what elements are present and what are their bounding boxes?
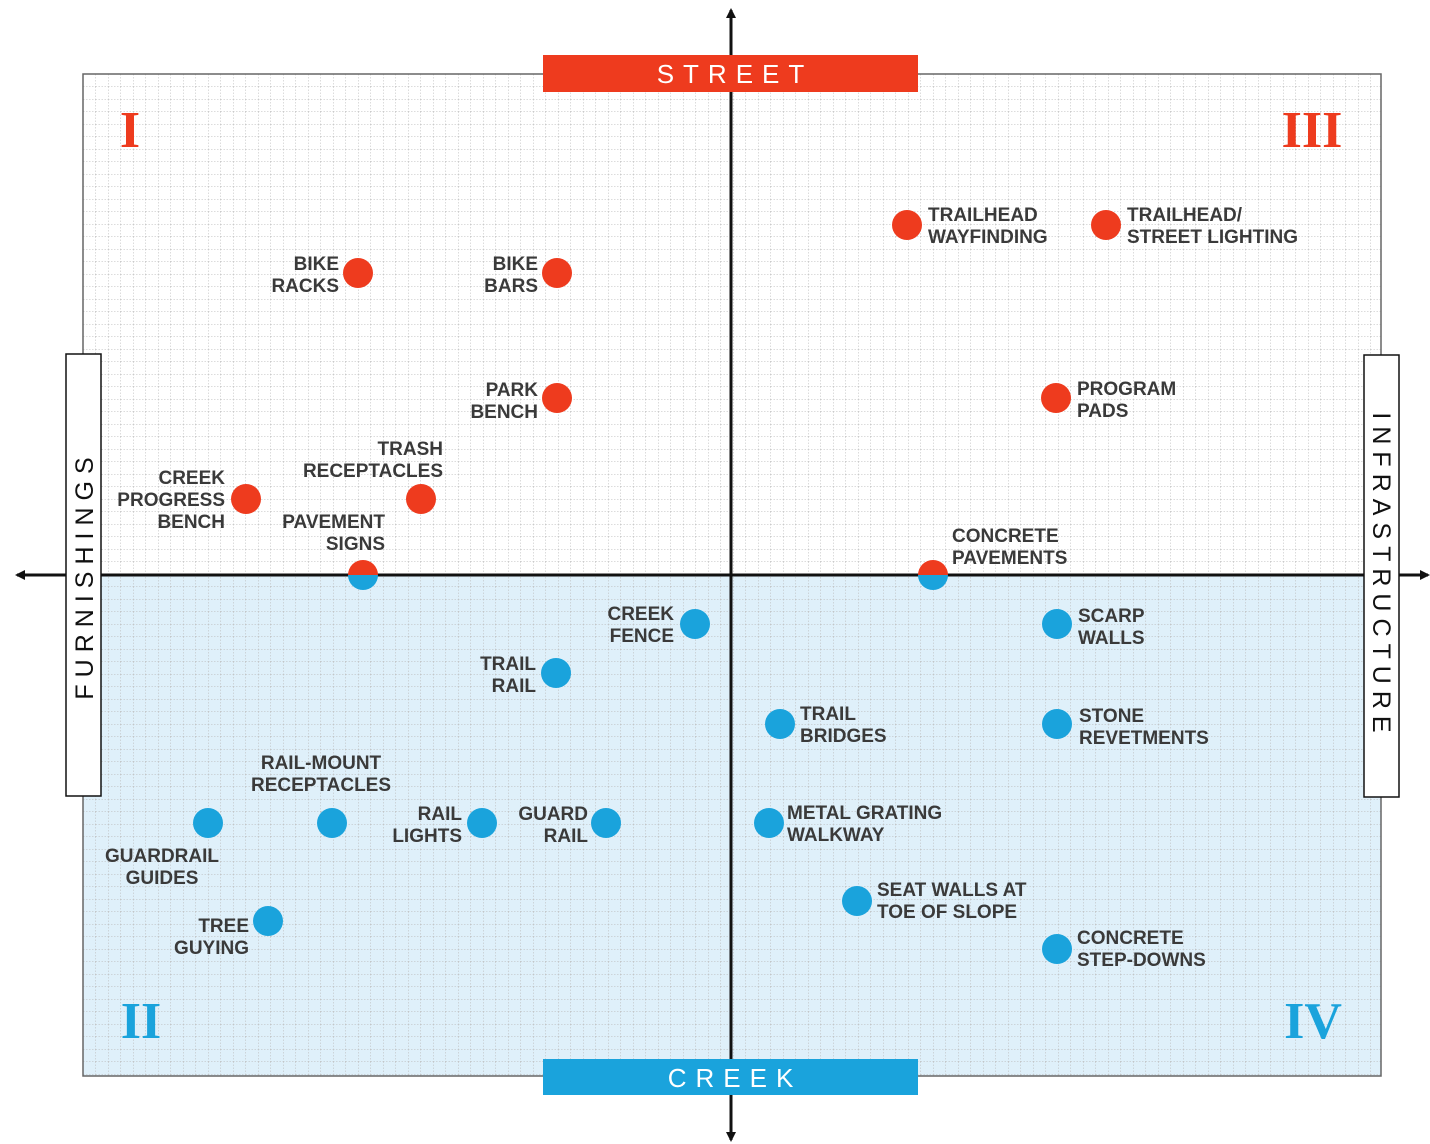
- item-label: RAIL: [492, 676, 537, 697]
- dot: [1042, 709, 1072, 739]
- item-label: PAVEMENT: [282, 512, 385, 533]
- dot: [231, 484, 261, 514]
- item-label: TRAIL: [800, 704, 856, 725]
- item-label: STONE: [1079, 706, 1144, 727]
- item-label: STREET LIGHTING: [1127, 227, 1298, 248]
- item-label: BARS: [484, 276, 538, 297]
- item-label: BENCH: [470, 402, 538, 423]
- dot: [765, 709, 795, 739]
- item-label: BIKE: [493, 254, 538, 275]
- banner-text: CREEK: [668, 1063, 803, 1093]
- dot: [542, 383, 572, 413]
- dot: [193, 808, 223, 838]
- item-label: TRAILHEAD: [928, 205, 1038, 226]
- dot: [343, 258, 373, 288]
- dot: [1041, 383, 1071, 413]
- item-label: TRAILHEAD/: [1127, 205, 1243, 226]
- street-banner: [543, 55, 918, 92]
- dot-bottom: [348, 575, 378, 590]
- quadrant-numeral: II: [121, 993, 161, 1050]
- dot: [842, 886, 872, 916]
- item-label: SEAT WALLS AT: [877, 880, 1027, 901]
- item-label: BIKE: [294, 254, 339, 275]
- item-label: PADS: [1077, 401, 1128, 422]
- item-label: GUIDES: [126, 868, 199, 889]
- quadrant-numeral: III: [1282, 102, 1343, 159]
- item-label: SIGNS: [326, 534, 385, 555]
- item-label: TOE OF SLOPE: [877, 902, 1017, 923]
- dot: [1091, 210, 1121, 240]
- item-label: LIGHTS: [392, 826, 462, 847]
- item-label: CONCRETE: [1077, 928, 1184, 949]
- creek-banner: [543, 1059, 918, 1095]
- item-label: WAYFINDING: [928, 227, 1048, 248]
- dot: [680, 609, 710, 639]
- dot: [591, 808, 621, 838]
- item-label: WALKWAY: [787, 825, 885, 846]
- side-text: INFRASTRUCTURE: [1367, 412, 1395, 739]
- item-label: BENCH: [157, 512, 225, 533]
- item-label: SCARP: [1078, 606, 1145, 627]
- dot: [253, 906, 283, 936]
- item-label: WALLS: [1078, 628, 1145, 649]
- item-label: GUARD: [518, 804, 588, 825]
- dot: [542, 258, 572, 288]
- item-label: PROGRAM: [1077, 379, 1176, 400]
- infrastructure-box: [1363, 354, 1400, 798]
- item-label: RAIL: [418, 804, 463, 825]
- item-label: RECEPTACLES: [251, 775, 391, 796]
- dot-bottom: [918, 575, 948, 590]
- dot-top: [348, 560, 378, 575]
- item-label: FENCE: [610, 626, 674, 647]
- item-label: GUYING: [174, 938, 249, 959]
- item-label: TRAIL: [480, 654, 536, 675]
- dot: [317, 808, 347, 838]
- item-label: METAL GRATING: [787, 803, 942, 824]
- item-label: BRIDGES: [800, 726, 887, 747]
- item-label: PROGRESS: [117, 490, 225, 511]
- dot: [541, 658, 571, 688]
- item-label: REVETMENTS: [1079, 728, 1209, 749]
- item-label: CREEK: [607, 604, 674, 625]
- item-label: STEP-DOWNS: [1077, 950, 1206, 971]
- side-text: FURNISHINGS: [71, 450, 99, 699]
- dot: [406, 484, 436, 514]
- quadrant-numeral: IV: [1284, 993, 1342, 1050]
- item-label: RECEPTACLES: [303, 461, 443, 482]
- item-label: PARK: [486, 380, 539, 401]
- quadrant-numeral: I: [120, 102, 140, 159]
- dot: [1042, 609, 1072, 639]
- item-label: CREEK: [158, 468, 225, 489]
- item-label: TRASH: [378, 439, 443, 460]
- banner-text: STREET: [657, 59, 814, 89]
- dot: [892, 210, 922, 240]
- item-label: GUARDRAIL: [105, 846, 219, 867]
- item-label: RAIL: [544, 826, 589, 847]
- item-label: RACKS: [271, 276, 339, 297]
- dot: [467, 808, 497, 838]
- item-label: CONCRETE: [952, 526, 1059, 547]
- item-label: RAIL-MOUNT: [261, 753, 382, 774]
- dot-top: [918, 560, 948, 575]
- dot: [754, 808, 784, 838]
- item-label: TREE: [198, 916, 249, 937]
- furnishings-box: [65, 353, 102, 797]
- item-label: PAVEMENTS: [952, 548, 1067, 569]
- dot: [1042, 934, 1072, 964]
